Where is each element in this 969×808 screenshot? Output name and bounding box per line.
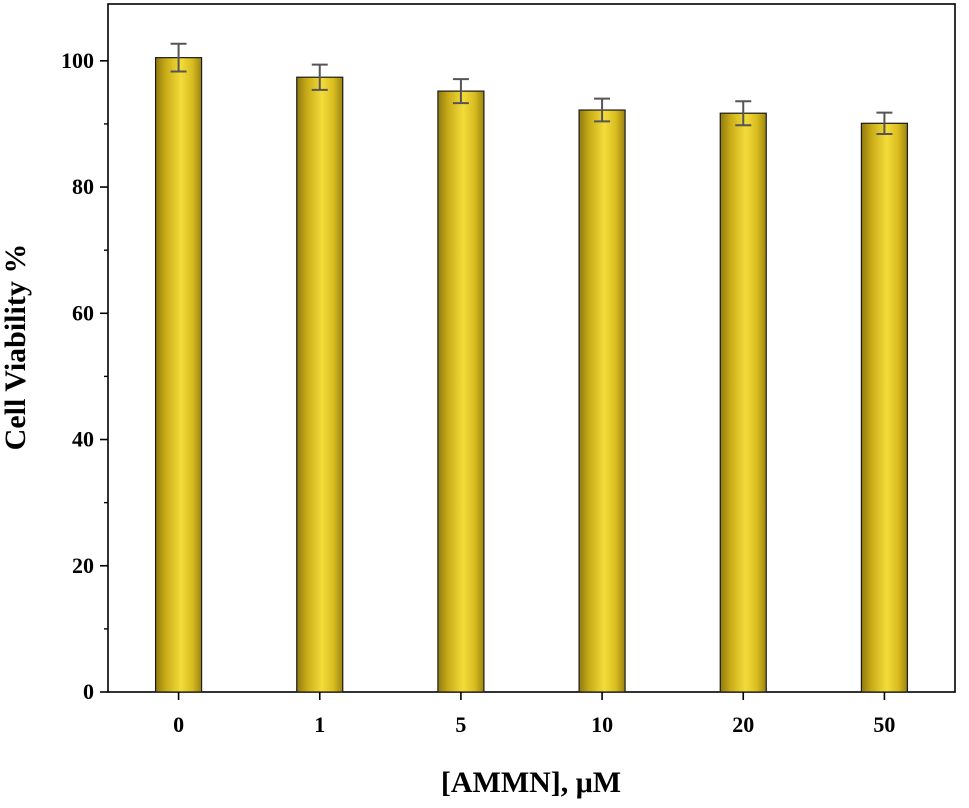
x-axis-label: [AMMN], μM xyxy=(441,766,621,799)
x-tick-label: 5 xyxy=(455,712,466,737)
error-bar-5 xyxy=(452,78,469,105)
bar-50 xyxy=(860,122,909,693)
x-tick-label: 50 xyxy=(873,712,895,737)
y-axis: 0 20 40 60 80 100 xyxy=(61,48,108,704)
x-axis: 0 1 5 10 20 50 xyxy=(173,692,895,737)
bar-0 xyxy=(154,57,203,693)
x-tick-label: 10 xyxy=(591,712,613,737)
y-tick-label: 80 xyxy=(72,174,94,199)
error-bar-10 xyxy=(594,97,611,123)
error-bar-1 xyxy=(311,63,328,91)
y-tick-label: 20 xyxy=(72,553,94,578)
y-tick-label: 100 xyxy=(61,48,94,73)
bar-20 xyxy=(719,112,767,693)
y-tick-label: 40 xyxy=(72,427,94,452)
error-bar-20 xyxy=(735,100,752,127)
bar-5 xyxy=(437,90,485,693)
x-tick-label: 1 xyxy=(314,712,325,737)
error-bar-0 xyxy=(170,42,187,73)
bar-1 xyxy=(296,76,344,693)
x-tick-label: 0 xyxy=(173,712,184,737)
error-bar-50 xyxy=(876,111,893,136)
y-tick-label: 60 xyxy=(72,300,94,325)
error-bars-group xyxy=(170,42,893,136)
plot-frame xyxy=(107,3,956,693)
plot-border xyxy=(107,3,956,693)
bar-10 xyxy=(578,109,626,693)
y-tick-label: 0 xyxy=(83,679,94,704)
bars-group xyxy=(154,57,909,693)
y-axis-label: Cell Viability % xyxy=(0,244,32,451)
x-tick-label: 20 xyxy=(732,712,754,737)
